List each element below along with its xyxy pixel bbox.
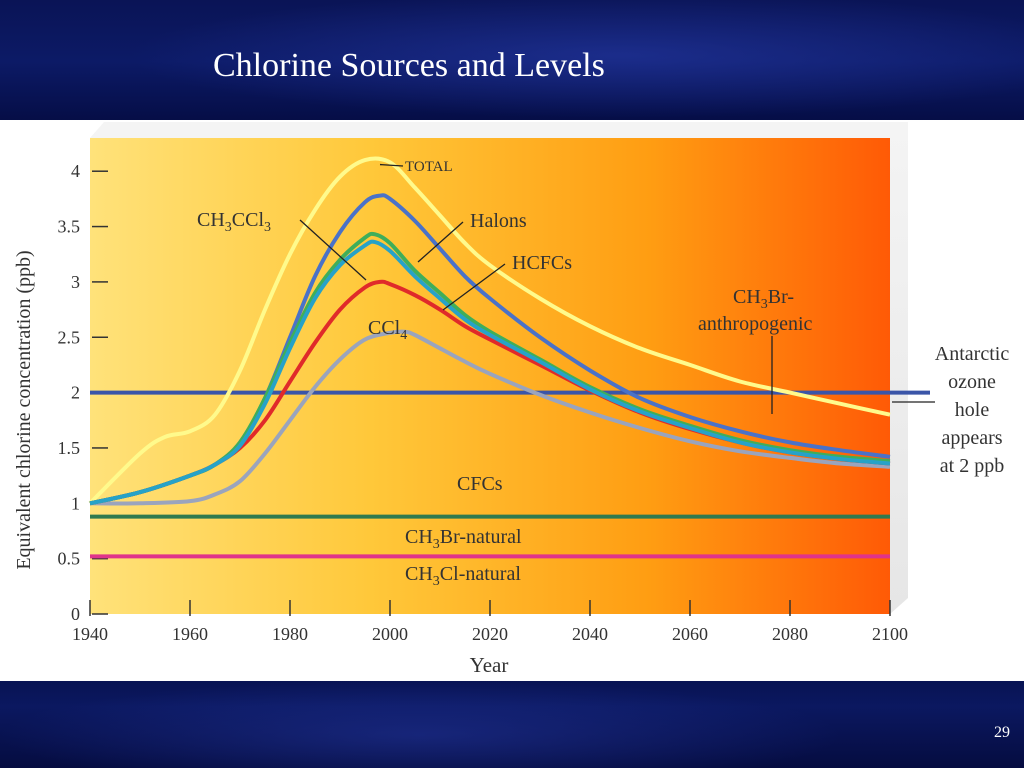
label-cfcs: CFCs: [457, 473, 503, 495]
y-tick-label: 2.5: [58, 327, 81, 347]
x-tick-label: 2020: [472, 624, 508, 644]
leader-halons: [417, 221, 464, 263]
x-axis-title: Year: [470, 653, 509, 677]
x-tick-label: 2040: [572, 624, 608, 644]
x-tick-label: 1940: [72, 624, 108, 644]
label-ch3br-natural: CH3Br-natural: [405, 526, 522, 552]
label-hcfcs: HCFCs: [512, 252, 572, 274]
y-tick-label: 1: [71, 493, 80, 513]
label-total: TOTAL: [405, 159, 453, 175]
leader-ch3ccl3: [299, 219, 367, 281]
chart-svg: 0 0.5 1 1.5 2 2.5 3 3.5 4 1940 1960 1980 2000 2020 204…: [13, 122, 1010, 677]
antarctic-line-1: Antarctic: [935, 343, 1010, 365]
x-tick-label: 1960: [172, 624, 208, 644]
series-line-cfcs: [89, 329, 891, 506]
y-tick-label: 3: [71, 272, 80, 292]
series-line-ch3ccl3: [89, 239, 891, 506]
label-ch3cl-natural: CH3Cl-natural: [405, 563, 521, 589]
leader-total: [379, 163, 404, 167]
y-axis-title: Equivalent chlorine concentration (ppb): [13, 250, 35, 569]
antarctic-line-3: hole: [955, 399, 990, 421]
antarctic-line-5: at 2 ppb: [940, 455, 1004, 477]
x-tick-label: 2080: [772, 624, 808, 644]
y-tick-label: 2: [71, 383, 80, 403]
label-ch3ccl3: CH3CCl3: [197, 209, 271, 235]
slide-title: Chlorine Sources and Levels: [213, 47, 605, 84]
y-tick-label: 1.5: [58, 438, 81, 458]
y-tick-label: 0.5: [58, 549, 81, 569]
x-tick-label: 1980: [272, 624, 308, 644]
series-line-hcfcs: [89, 231, 891, 506]
antarctic-line-2: ozone: [948, 371, 996, 393]
axes-group: 0 0.5 1 1.5 2 2.5 3 3.5 4 1940 1960 1980 2000 2020 204…: [58, 161, 909, 644]
antarctic-note: Antarctic ozone hole appears at 2 ppb: [935, 343, 1010, 477]
plot-area: [90, 138, 890, 614]
label-halons: Halons: [470, 210, 527, 232]
series-group: [88, 156, 891, 506]
label-ch3br-anthropogenic-2: anthropogenic: [698, 313, 813, 335]
y-tick-label: 0: [71, 604, 80, 624]
series-line-total: [88, 156, 891, 505]
x-tick-label: 2000: [372, 624, 408, 644]
x-tick-label: 2060: [672, 624, 708, 644]
slide-number: 29: [994, 724, 1010, 741]
leader-hcfcs: [442, 263, 506, 311]
y-tick-label: 3.5: [58, 217, 81, 237]
y-tick-label: 4: [71, 161, 80, 181]
x-tick-label: 2100: [872, 624, 908, 644]
leader-lines-group: [299, 163, 935, 414]
antarctic-line-4: appears: [941, 427, 1002, 449]
chart-panel: 0 0.5 1 1.5 2 2.5 3 3.5 4 1940 1960 1980 2000 2020 204…: [0, 120, 1024, 681]
